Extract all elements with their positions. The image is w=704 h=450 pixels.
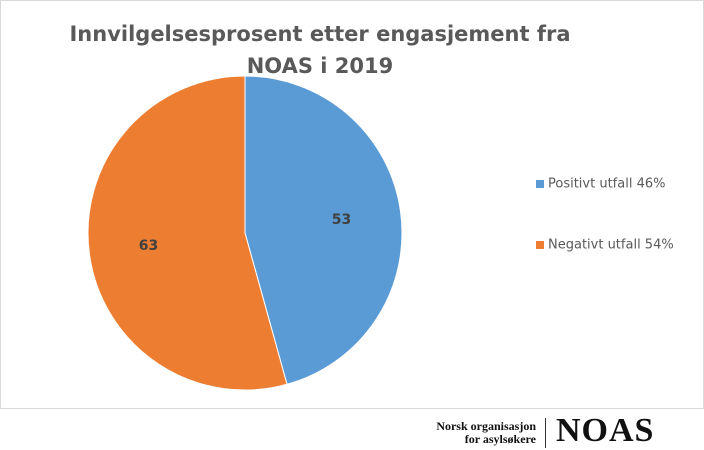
org-line: Norsk organisasjon <box>436 419 536 433</box>
separator <box>545 418 546 448</box>
pie-slice <box>87 75 288 391</box>
org-line: for asylsøkere <box>464 432 536 446</box>
legend-swatch <box>536 241 544 249</box>
legend-label: Positivt utfall 46% <box>548 177 665 192</box>
data-label: 53 <box>332 212 351 228</box>
legend-label: Negativt utfall 54% <box>548 238 674 253</box>
chart: 53 Positivt utfall 46% 63 Negativt utfall 5… <box>87 75 674 391</box>
logo: NOAS <box>556 412 655 449</box>
legend-swatch <box>536 180 544 188</box>
pie-slice <box>244 75 403 385</box>
data-label: 63 <box>139 238 158 254</box>
chart-title: Innvilgelsesprosent etter engasjement fr… <box>69 22 571 78</box>
org-name: Norsk organisasjon for asylsøkere <box>436 420 536 446</box>
